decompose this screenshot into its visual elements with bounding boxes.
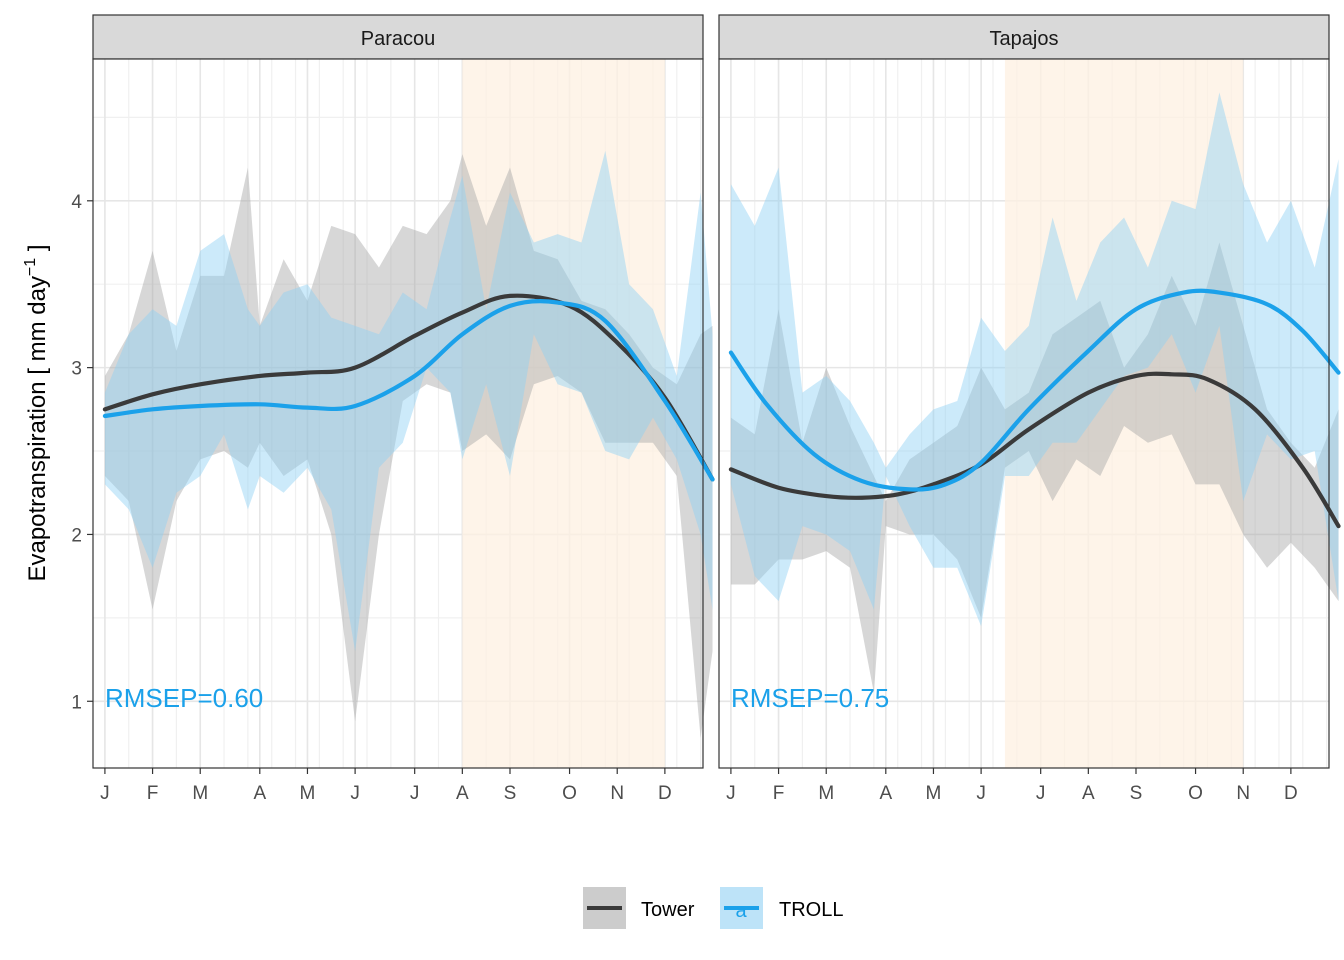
x-tick-label: A — [1082, 783, 1095, 804]
tower-smooth-line — [102, 293, 715, 482]
strip-background — [92, 14, 704, 60]
strip-label: Tapajos — [990, 28, 1059, 50]
troll-smooth-line — [728, 288, 1341, 492]
x-tick-label: A — [879, 783, 892, 804]
troll-ribbon — [730, 92, 1339, 627]
tower-smooth-line — [728, 371, 1341, 529]
tower-ribbon — [730, 242, 1339, 693]
y-axis-title: Evapotranspiration [ mm day−1 ] — [22, 244, 51, 581]
x-tick-label: N — [610, 783, 624, 804]
x-tick-label: O — [562, 783, 577, 804]
dry-season-band — [462, 59, 665, 768]
x-tick-label: S — [504, 783, 517, 804]
troll-smooth-line — [102, 299, 715, 482]
x-tick-label: M — [818, 783, 834, 804]
x-tick-label: A — [456, 783, 469, 804]
y-axis-title-superscript: −1 — [22, 258, 39, 276]
y-axis-title-close: ] — [24, 244, 51, 257]
x-tick-label: J — [410, 783, 420, 804]
x-tick-label: J — [350, 783, 360, 804]
y-tick-label: 4 — [71, 192, 82, 213]
x-tick-label: N — [1236, 783, 1250, 804]
y-tick-label: 1 — [71, 692, 82, 713]
dry-season-band — [1004, 59, 1244, 768]
x-tick-label: F — [147, 783, 159, 804]
x-tick-label: D — [1284, 783, 1298, 804]
x-tick-label: A — [253, 783, 266, 804]
x-tick-label: D — [658, 783, 672, 804]
x-tick-label: F — [773, 783, 785, 804]
y-tick-label: 3 — [71, 359, 82, 380]
x-tick-label: M — [926, 783, 942, 804]
x-tick-label: S — [1130, 783, 1143, 804]
legend-label-troll: TROLL — [779, 899, 843, 921]
y-tick-label: 2 — [71, 525, 82, 546]
x-tick-label: M — [300, 783, 316, 804]
rmsep-annotation: RMSEP=0.60 — [105, 683, 263, 713]
legend: Tower a TROLL — [583, 887, 843, 929]
x-tick-label: J — [976, 783, 986, 804]
troll-ribbon — [104, 150, 713, 652]
strip-label: Paracou — [361, 28, 436, 50]
x-tick-label: J — [1036, 783, 1046, 804]
x-tick-label: O — [1188, 783, 1203, 804]
strip-background — [718, 14, 1330, 60]
legend-key-troll-glyph: a — [735, 900, 747, 922]
panel-border — [718, 58, 1330, 769]
x-tick-label: M — [192, 783, 208, 804]
y-axis-title-main: Evapotranspiration [ mm day — [24, 276, 51, 581]
panel-tapajos: Tapajos RMSEP=0.75 J F M A M J J A S O N D — [718, 14, 1341, 804]
tower-ribbon — [104, 154, 713, 738]
legend-label-tower: Tower — [641, 899, 695, 921]
x-tick-label: J — [726, 783, 736, 804]
rmsep-annotation: RMSEP=0.75 — [731, 683, 889, 713]
panel-paracou: Paracou RMSEP=0.60 1 2 3 4 J F M A M J J A S O N D — [71, 14, 715, 804]
panel-border — [92, 58, 704, 769]
x-tick-label: J — [100, 783, 110, 804]
